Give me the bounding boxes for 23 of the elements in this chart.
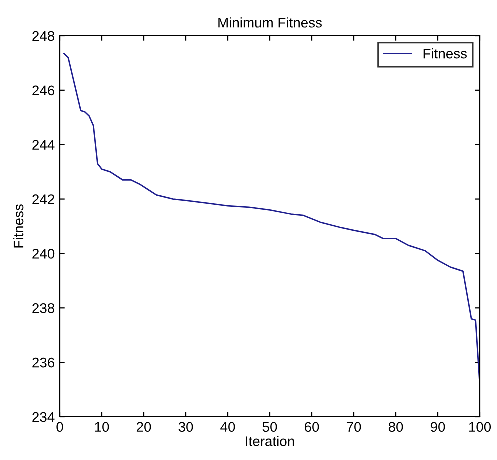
x-tick-label: 10: [95, 422, 110, 432]
x-axis-title: Iteration: [246, 436, 294, 446]
y-axis-title: Fitness: [13, 204, 24, 248]
x-tick-label: 20: [136, 422, 152, 432]
x-tick-label: 0: [56, 422, 64, 432]
x-tick-label: 90: [430, 422, 446, 432]
y-tick-label: 246: [32, 86, 55, 96]
x-tick-label: 100: [469, 422, 492, 432]
y-tick-label: 244: [32, 140, 55, 150]
chart-title: Minimum Fitness: [218, 18, 322, 28]
y-tick-label: 242: [32, 194, 54, 204]
y-tick-label: 236: [32, 358, 55, 368]
x-tick-label: 30: [178, 422, 194, 432]
x-tick-label: 50: [262, 422, 278, 432]
y-tick-label: 248: [32, 31, 55, 42]
x-tick-label: 70: [346, 422, 362, 432]
legend-label: Fitness: [424, 48, 467, 59]
y-tick-label: 238: [32, 303, 55, 314]
x-tick-label: 60: [304, 422, 320, 432]
x-tick-label: 80: [388, 422, 404, 432]
y-tick-label: 234: [32, 412, 55, 422]
y-tick-label: 240: [32, 249, 55, 259]
x-tick-label: 40: [220, 422, 236, 432]
